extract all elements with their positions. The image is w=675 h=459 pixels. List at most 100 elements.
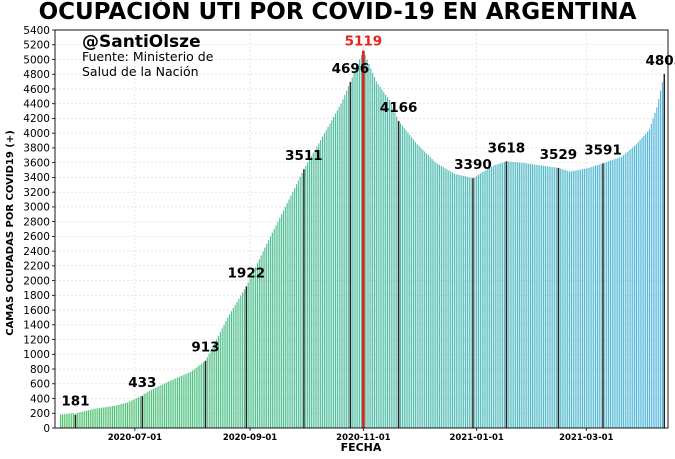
bar <box>156 387 158 428</box>
bar <box>351 77 353 429</box>
bar <box>117 404 119 428</box>
bar <box>63 414 65 428</box>
bar <box>372 72 374 429</box>
bar <box>80 412 82 428</box>
bar <box>128 401 130 428</box>
data-label: 4805 <box>645 53 675 69</box>
bar <box>518 162 520 428</box>
bar <box>310 156 312 428</box>
bar <box>236 301 238 428</box>
bar <box>533 164 535 428</box>
bar <box>59 414 62 428</box>
bar <box>119 404 121 428</box>
bar <box>112 406 114 428</box>
y-tick-label: 4400 <box>23 99 50 111</box>
bar <box>622 155 624 428</box>
bar <box>502 162 504 428</box>
bar-marked <box>245 286 248 428</box>
bar <box>130 400 132 428</box>
bar <box>284 206 286 428</box>
bar <box>453 173 455 428</box>
y-tick-label: 2800 <box>23 216 50 228</box>
x-tick-label: 2021-01-01 <box>449 433 503 443</box>
bar <box>639 140 641 428</box>
bar <box>162 384 164 428</box>
bar <box>288 199 290 428</box>
bar <box>585 168 587 428</box>
bar <box>329 123 331 429</box>
bar <box>86 410 88 428</box>
bar <box>266 243 268 428</box>
bar <box>240 295 242 428</box>
y-tick-label: 1600 <box>23 305 50 317</box>
bar <box>295 184 298 428</box>
bar <box>160 385 162 428</box>
bar <box>336 110 338 428</box>
bar <box>219 332 221 428</box>
bar <box>381 89 383 429</box>
bar <box>169 380 171 428</box>
bar <box>587 167 589 429</box>
bar <box>589 167 591 428</box>
bar-marked <box>557 167 560 428</box>
bar <box>418 146 420 429</box>
bar <box>546 166 548 429</box>
bar <box>333 116 335 428</box>
bar <box>468 177 470 428</box>
bar <box>190 371 192 428</box>
bar <box>139 396 142 428</box>
bar <box>481 172 483 428</box>
bar <box>522 162 524 428</box>
bar <box>386 97 389 429</box>
bar <box>249 278 251 428</box>
bar <box>165 382 168 428</box>
bar <box>334 113 337 429</box>
bar <box>555 167 558 429</box>
bar <box>113 405 116 428</box>
y-tick-label: 1000 <box>23 349 50 361</box>
bar <box>71 413 73 428</box>
bar-marked <box>602 163 604 428</box>
bar <box>264 247 266 428</box>
bar <box>110 406 112 428</box>
bar <box>255 266 257 428</box>
bar <box>407 132 409 428</box>
y-tick-label: 1200 <box>23 334 50 346</box>
bar <box>318 143 320 428</box>
bar <box>331 120 333 428</box>
bar <box>84 411 86 428</box>
source-line-1: Fuente: Ministerio de <box>82 49 214 64</box>
bar <box>390 104 392 428</box>
y-tick-label: 2600 <box>23 231 50 243</box>
bar <box>424 151 426 428</box>
bar <box>281 214 283 428</box>
bar <box>425 153 428 428</box>
bar <box>507 161 509 428</box>
bar <box>271 232 273 428</box>
bar <box>69 413 71 428</box>
bar <box>186 373 188 428</box>
bar <box>377 84 379 429</box>
bar <box>565 170 567 428</box>
plot-frame <box>54 29 669 429</box>
bar <box>214 343 216 428</box>
bar <box>346 90 348 428</box>
y-tick-label: 5000 <box>23 54 50 66</box>
bar <box>152 388 155 428</box>
bar <box>620 156 623 428</box>
bar <box>513 162 515 428</box>
bar <box>624 153 626 428</box>
bar <box>500 163 502 428</box>
bar <box>594 165 597 428</box>
bar <box>429 157 431 428</box>
bar <box>396 116 398 428</box>
bar <box>630 148 632 429</box>
bar <box>282 210 285 428</box>
bar <box>567 170 569 429</box>
bar <box>347 86 350 428</box>
bar <box>515 162 517 428</box>
bars <box>59 50 666 429</box>
y-tick-label: 4000 <box>23 128 50 140</box>
source-line-2: Salud de la Nación <box>82 63 199 79</box>
